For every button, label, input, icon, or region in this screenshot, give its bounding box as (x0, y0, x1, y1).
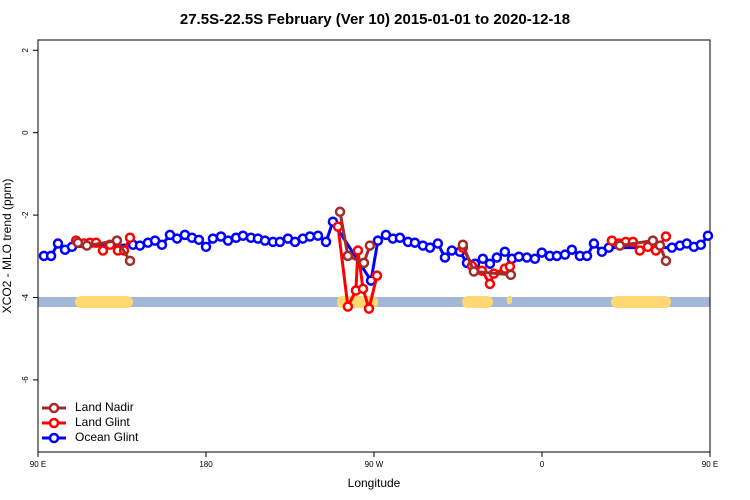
x-tick-label: 90 E (30, 460, 46, 469)
land-mask (38, 296, 710, 308)
y-tick-label: -6 (21, 376, 30, 384)
data-point (521, 252, 533, 263)
data-point (614, 240, 626, 251)
data-point (504, 261, 516, 272)
land-region (462, 296, 493, 308)
data-point (363, 303, 375, 314)
data-point (124, 255, 136, 267)
data-point (200, 241, 212, 253)
data-point (358, 257, 370, 269)
data-point (342, 250, 354, 262)
data-point (45, 250, 57, 262)
legend-label: Ocean Glint (75, 430, 139, 444)
data-point (702, 230, 714, 241)
legend-marker (48, 417, 60, 429)
data-point (457, 239, 469, 251)
legend-marker (48, 402, 60, 414)
data-point (52, 238, 64, 249)
data-point (424, 242, 436, 253)
data-point (439, 252, 451, 263)
data-point (695, 239, 707, 251)
data-point (259, 235, 271, 246)
legend-label: Land Glint (75, 415, 130, 429)
data-point (304, 231, 316, 242)
data-point (97, 245, 109, 256)
series-line (75, 226, 668, 315)
x-axis-label: Longitude (348, 476, 401, 490)
land-region (75, 296, 133, 308)
data-point (124, 232, 136, 244)
legend-marker (48, 432, 60, 444)
data-point (491, 252, 503, 263)
data-point (193, 234, 205, 246)
data-point (342, 301, 354, 312)
data-point (647, 235, 659, 246)
data-point (394, 232, 406, 244)
y-tick-label: 2 (21, 48, 30, 53)
data-point (156, 239, 168, 251)
data-point (274, 236, 286, 248)
data-point (505, 269, 517, 281)
data-point (81, 240, 93, 251)
data-point (468, 266, 480, 277)
chart-title: 27.5S-22.5S February (Ver 10) 2015-01-01… (180, 11, 570, 28)
y-tick-label: -4 (21, 293, 30, 301)
y-tick-label: 0 (21, 130, 30, 135)
data-point (666, 242, 678, 253)
data-point (499, 246, 511, 258)
data-point (484, 258, 496, 269)
data-point (559, 249, 571, 260)
data-point (654, 240, 666, 251)
data-point (372, 235, 384, 246)
data-point (357, 283, 369, 295)
y-tick-label: -2 (21, 211, 30, 219)
data-point (371, 270, 383, 281)
series-line (77, 211, 668, 277)
data-point (312, 230, 324, 241)
land-region (507, 296, 512, 304)
x-tick-label: 0 (540, 460, 545, 469)
data-point (477, 253, 489, 265)
data-point (320, 236, 332, 248)
x-tick-label: 90 E (702, 460, 718, 469)
x-tick-label: 180 (199, 460, 213, 469)
data-point (111, 235, 123, 246)
data-point (237, 230, 249, 241)
data-point (551, 250, 563, 262)
data-point (634, 245, 646, 256)
data-point (513, 251, 525, 262)
data-point (171, 233, 183, 244)
data-point (529, 253, 541, 265)
y-axis-label: XCO2 - MLO trend (ppm) (0, 179, 14, 314)
data-point (207, 233, 219, 244)
data-point (352, 245, 364, 256)
data-point (72, 237, 84, 248)
x-tick-label: 90 W (365, 460, 384, 469)
data-point (446, 245, 458, 256)
data-point (432, 238, 444, 249)
data-point (484, 278, 496, 290)
land-region (611, 296, 671, 308)
data-point (588, 238, 600, 249)
data-point (660, 255, 672, 267)
data-point (536, 247, 548, 258)
data-point (334, 206, 346, 218)
data-point (581, 250, 593, 262)
data-point (660, 231, 672, 242)
data-point (364, 240, 376, 251)
data-point (566, 244, 578, 255)
legend-label: Land Nadir (75, 400, 134, 414)
